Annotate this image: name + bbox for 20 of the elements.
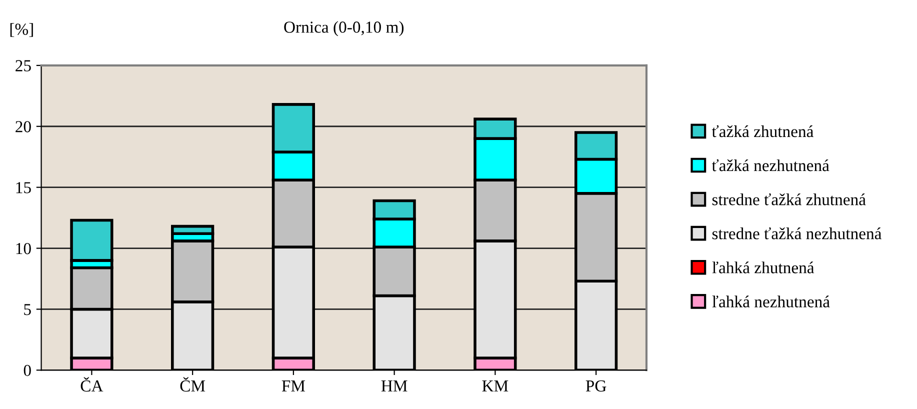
x-tick-label: ČM xyxy=(180,377,206,392)
y-tick-label: 15 xyxy=(16,182,31,194)
chart-title: Ornica (0-0,10 m) xyxy=(284,21,404,36)
x-tick-label: PG xyxy=(586,380,606,392)
x-tick-label: FM xyxy=(282,380,305,392)
legend-label: stredne ťažká zhutnená xyxy=(712,193,866,206)
legend-label: ťažká nezhutnená xyxy=(712,159,830,172)
y-tick-label: 0 xyxy=(24,364,31,376)
legend-label: ťažká zhutnená xyxy=(712,125,814,138)
y-axis-title: [%] xyxy=(10,23,33,37)
y-tick-label: 20 xyxy=(16,121,31,132)
y-tick-label: 25 xyxy=(16,60,31,72)
y-tick-label: 10 xyxy=(16,242,31,254)
y-tick-label: 5 xyxy=(24,304,31,316)
legend-label: stredne ťažká nezhutnená xyxy=(712,227,882,240)
x-tick-label: ČA xyxy=(80,377,104,392)
legend-label: ľahká zhutnená xyxy=(712,262,814,274)
x-tick-label: HM xyxy=(381,380,408,392)
x-tick-label: KM xyxy=(482,380,508,392)
legend-label: ľahká nezhutnená xyxy=(712,296,830,308)
